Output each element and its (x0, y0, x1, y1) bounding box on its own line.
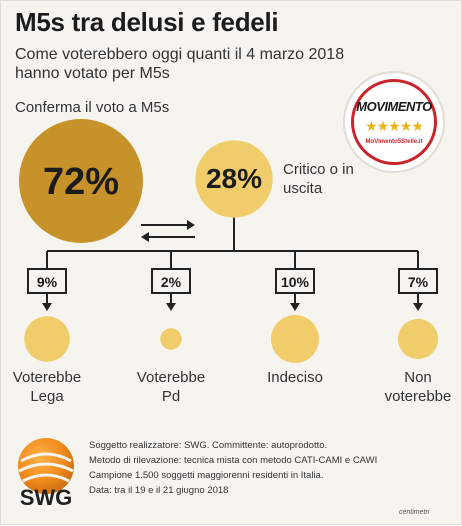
breakdown-label: Voterebbe (13, 369, 81, 386)
percent-box (398, 268, 438, 294)
arrow-down-icon (413, 303, 423, 311)
logo-ring (351, 79, 437, 165)
breakdown-label: voterebbe (385, 388, 452, 405)
breakdown-value: 2% (161, 274, 182, 290)
breakdown-group: 9% Voterebbe Lega 2% Voterebbe Pd 10% Indeciso 7… (13, 268, 452, 405)
arrow-right-icon (187, 220, 195, 230)
source-line: Soggetto realizzatore: SWG. Committente:… (89, 440, 328, 451)
breakdown-value: 7% (408, 274, 429, 290)
breakdown-label: Pd (162, 388, 180, 405)
swg-globe-icon (18, 438, 74, 494)
logo-url: MoVimento5Stelle.it (365, 139, 423, 145)
percent-box (275, 268, 315, 294)
credit: centimetri (399, 509, 430, 516)
breakdown-label: Voterebbe (137, 369, 205, 386)
source-line: Data: tra il 19 e il 21 giugno 2018 (89, 485, 229, 496)
page-subtitle: Come voterebbero oggi quanti il 4 marzo … (15, 46, 345, 82)
confirm-label: Conferma il voto a M5s (15, 99, 170, 116)
m5s-logo: MOVIMENTO ★★★★★ MoVimento5Stelle.it (343, 71, 445, 173)
breakdown-label: Lega (30, 388, 64, 405)
source-line: Metodo di rilevazione: tecnica mista con… (89, 455, 378, 466)
page-title: M5s tra delusi e fedeli (15, 7, 279, 37)
arrow-down-icon (42, 303, 52, 311)
main-bubble-value: 72% (43, 161, 119, 203)
percent-box (27, 268, 67, 294)
arrow-left-icon (141, 232, 149, 242)
logo-stars-icon: ★★★★★ (365, 118, 424, 134)
breakdown-value: 10% (281, 274, 310, 290)
arrow-down-icon (166, 303, 176, 311)
breakdown-bubble (160, 328, 182, 350)
source-line: Campione 1.500 soggetti maggiorenni resi… (89, 470, 324, 481)
swg-name: SWG (19, 485, 73, 510)
breakdown-bubble (271, 315, 319, 363)
main-bubble (195, 140, 273, 218)
main-bubbles: 72% 28% (19, 119, 273, 243)
connectors (46, 215, 419, 305)
percent-box (151, 268, 191, 294)
logo-word: MOVIMENTO (356, 99, 432, 114)
source-notes: Soggetto realizzatore: SWG. Committente:… (89, 438, 429, 498)
main-bubble (19, 119, 143, 243)
breakdown-bubble (24, 316, 70, 362)
breakdown-value: 9% (37, 274, 58, 290)
breakdown-label: Indeciso (267, 369, 323, 386)
breakdown-label: Non (404, 369, 432, 386)
arrow-down-icon (290, 303, 300, 311)
main-bubble-value: 28% (206, 163, 262, 194)
breakdown-bubble (397, 318, 439, 360)
critico-label: Critico o in uscita (283, 161, 354, 197)
